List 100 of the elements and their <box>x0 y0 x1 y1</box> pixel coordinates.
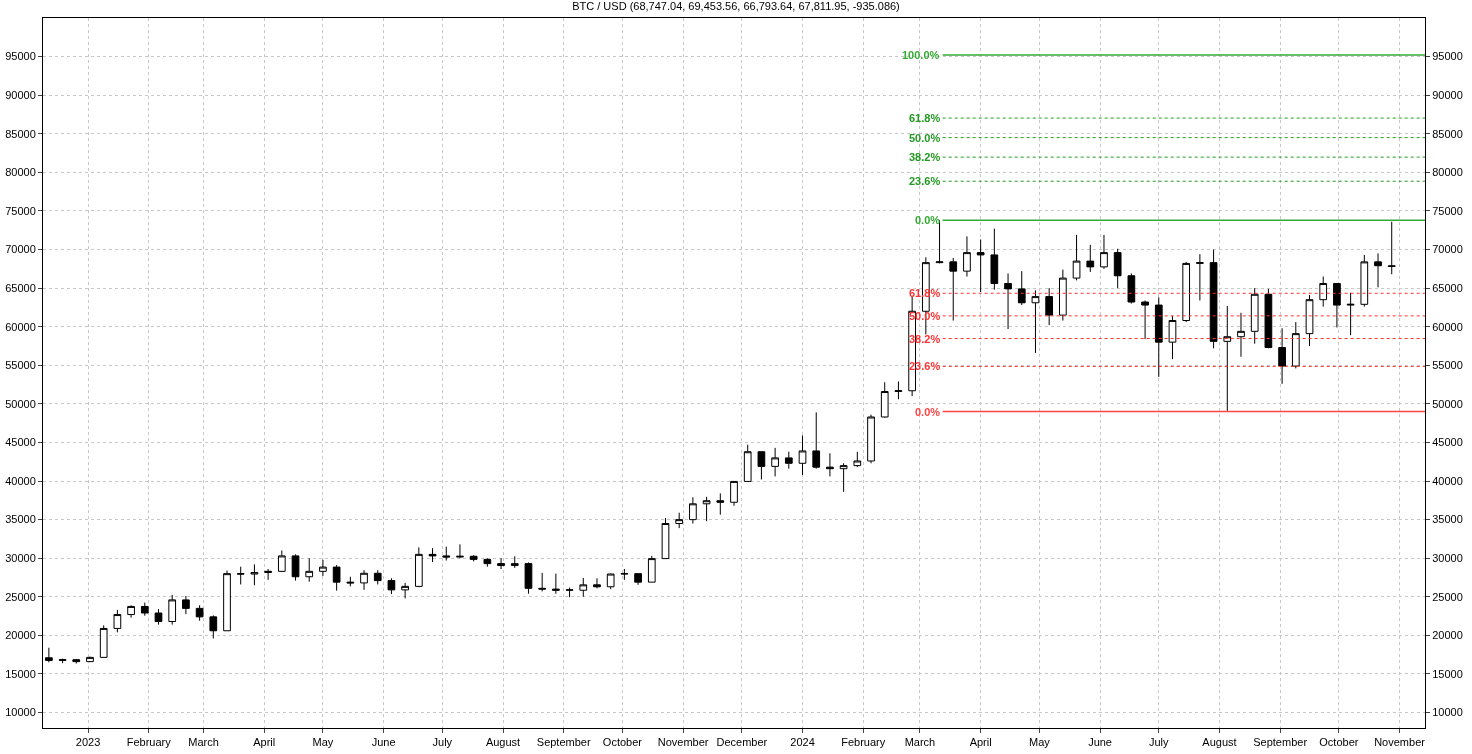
candlestick <box>1072 234 1081 281</box>
x-tick-label: June <box>1088 736 1112 749</box>
candlestick <box>1305 294 1314 347</box>
candlestick <box>140 602 149 617</box>
candlestick <box>483 557 492 568</box>
x-tick-label: 2024 <box>790 736 815 749</box>
y2-tick-label: 85000 <box>1432 127 1463 140</box>
y2-tick-label: 75000 <box>1432 204 1463 217</box>
y-tick-label: 70000 <box>5 243 36 256</box>
candlestick <box>716 492 725 516</box>
y-tick-label: 30000 <box>5 552 36 565</box>
candlestick <box>250 563 259 586</box>
candlestick <box>689 496 697 524</box>
candlestick <box>990 228 999 291</box>
y2-tick-label: 90000 <box>1432 89 1463 102</box>
y2-tick-label: 45000 <box>1432 436 1463 449</box>
candlestick <box>647 555 656 583</box>
candlestick <box>497 557 505 570</box>
candlestick <box>812 411 821 470</box>
candlestick <box>1141 299 1149 340</box>
candlestick <box>510 555 519 569</box>
candlestick <box>291 553 300 582</box>
x-tick-label: February <box>841 736 886 749</box>
candlestick <box>798 435 807 476</box>
candlestick <box>360 569 368 591</box>
y-tick-label: 75000 <box>5 204 36 217</box>
candlestick <box>1209 249 1218 349</box>
y-tick-label: 10000 <box>5 706 36 719</box>
x-tick-label: May <box>312 736 334 749</box>
annotation: 23.6% <box>909 175 941 187</box>
y-tick-label: 85000 <box>5 127 36 140</box>
annotation: 38.2% <box>909 151 941 163</box>
x-tick-label: June <box>371 736 396 749</box>
candlestick <box>346 576 355 587</box>
candlestick <box>1196 253 1204 301</box>
x-tick-label: August <box>485 736 521 749</box>
candlestick <box>771 447 779 477</box>
annotation: 0.0% <box>915 214 941 226</box>
y-tick-label: 25000 <box>5 590 36 603</box>
candlestick <box>1346 292 1355 336</box>
candlestick <box>1004 272 1012 330</box>
y2-tick-label: 10000 <box>1432 706 1463 719</box>
candlestick <box>1154 296 1163 378</box>
x-tick-label: September <box>1253 736 1308 749</box>
candlestick <box>1017 270 1026 306</box>
candlestick <box>976 238 985 293</box>
candlestick <box>634 573 642 586</box>
candlestick <box>579 577 588 598</box>
candlestick <box>1059 269 1067 322</box>
candlestick <box>1291 321 1300 369</box>
candlestick <box>45 647 53 663</box>
candlestick <box>1264 288 1273 349</box>
x-tick-label: October <box>1319 736 1359 749</box>
x-tick-label: July <box>1149 736 1170 749</box>
candlestick <box>72 658 81 665</box>
candlestick <box>332 564 341 592</box>
chart-title: BTC / USD (68,747.04, 69,453.56, 66,793.64, 67,811.95, -935.086) <box>572 0 900 12</box>
candlestick <box>58 658 67 664</box>
candlestick <box>223 570 231 632</box>
candlestick <box>880 381 889 419</box>
candlestick <box>784 451 793 470</box>
y2-tick-label: 25000 <box>1432 590 1463 603</box>
y2-tick-label: 55000 <box>1432 359 1463 372</box>
candlestick <box>456 543 464 559</box>
candlestick <box>1250 287 1259 345</box>
candlestick <box>305 557 314 583</box>
candlestick <box>86 656 94 663</box>
y-tick-label: 90000 <box>5 89 36 102</box>
y-tick-label: 50000 <box>5 397 36 410</box>
y2-tick-label: 15000 <box>1432 667 1463 680</box>
x-tick-label: September <box>536 736 591 749</box>
candlestick <box>702 496 711 522</box>
y2-tick-label: 40000 <box>1432 474 1463 487</box>
y2-tick-label: 30000 <box>1432 552 1463 565</box>
candlestick <box>209 614 218 639</box>
candlestick <box>730 480 738 507</box>
candlestick <box>1182 261 1191 323</box>
candlestick <box>1045 287 1054 326</box>
y2-tick-label: 50000 <box>1432 397 1463 410</box>
candlestick <box>414 546 423 588</box>
y-tick-label: 35000 <box>5 513 36 526</box>
x-tick-label: November <box>1374 736 1426 749</box>
x-tick-label: 2023 <box>75 736 101 749</box>
candlestick <box>949 257 958 322</box>
y2-tick-label: 80000 <box>1432 166 1463 179</box>
candlestick <box>1374 252 1382 288</box>
y-tick-label: 20000 <box>5 629 36 642</box>
candlestick <box>867 414 875 464</box>
x-tick-label: October <box>602 736 643 749</box>
candlestick <box>1168 315 1177 360</box>
annotation: 50.0% <box>909 132 941 144</box>
candlestick <box>620 568 629 581</box>
candlestick <box>1319 276 1328 308</box>
candlestick <box>743 444 752 482</box>
candlestick <box>839 462 848 493</box>
candlestick <box>1100 234 1108 270</box>
x-tick-label: May <box>1028 736 1051 749</box>
x-tick-label: April <box>969 736 992 749</box>
candlestick <box>1086 244 1095 273</box>
x-tick-label: November <box>657 736 709 749</box>
